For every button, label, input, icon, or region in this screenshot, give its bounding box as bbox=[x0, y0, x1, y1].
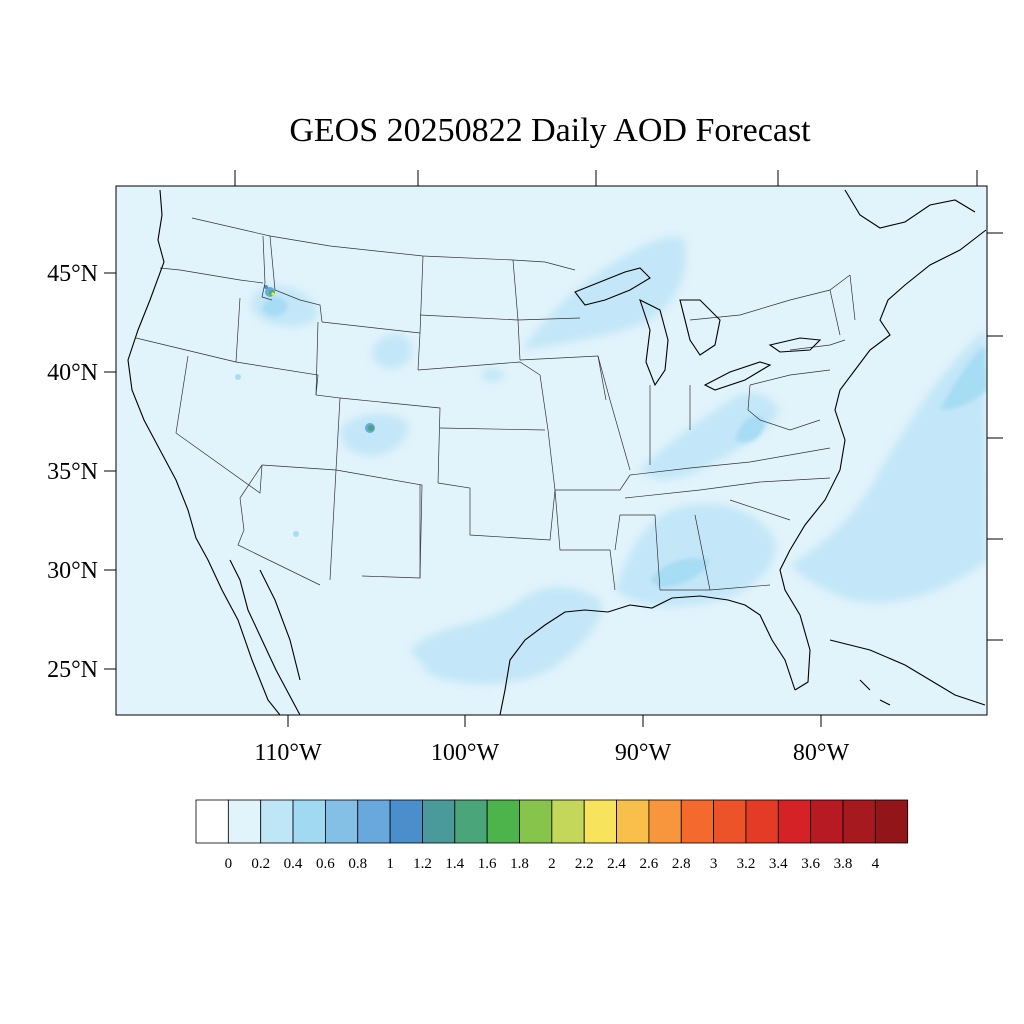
colorbar-label: 0.4 bbox=[284, 856, 303, 872]
colorbar-label: 2.2 bbox=[575, 856, 594, 872]
longitude-labels: 110°W 100°W 90°W 80°W bbox=[254, 740, 849, 766]
map-frame bbox=[115, 185, 988, 716]
colorbar-swatch bbox=[616, 799, 650, 844]
colorbar-label: 0.6 bbox=[316, 856, 335, 872]
plume-southeast-core bbox=[650, 558, 710, 588]
lat-label: 40°N bbox=[47, 360, 98, 386]
colorbar-swatch bbox=[357, 799, 391, 844]
plume-ohio-core bbox=[735, 416, 765, 443]
fire-hotspots bbox=[235, 285, 375, 537]
colorbar-swatch bbox=[551, 799, 585, 844]
plume-ohio-valley bbox=[640, 392, 780, 480]
colorbar-label: 0.8 bbox=[348, 856, 367, 872]
latitude-labels: 45°N 40°N 35°N 30°N 25°N bbox=[47, 261, 98, 683]
colorbar-label: 1.4 bbox=[445, 856, 464, 872]
colorbar-label: 4 bbox=[872, 856, 880, 872]
colorbar-label: 3 bbox=[710, 856, 718, 872]
lat-label: 25°N bbox=[47, 657, 98, 683]
colorbar-swatch bbox=[583, 799, 617, 844]
plume-colorado bbox=[340, 413, 409, 456]
colorbar-swatch bbox=[292, 799, 326, 844]
colorbar-swatch bbox=[745, 799, 779, 844]
cuba bbox=[829, 639, 986, 706]
colorbar-label: 2.8 bbox=[672, 856, 691, 872]
colorbar-label: 1.6 bbox=[478, 856, 497, 872]
colorbar-swatch bbox=[486, 799, 520, 844]
great-lakes-superior bbox=[574, 267, 651, 306]
plume-wyoming bbox=[372, 333, 413, 369]
great-lakes-erie bbox=[703, 361, 772, 391]
colorbar-swatch bbox=[874, 799, 909, 844]
aod-plumes-dense bbox=[262, 296, 987, 588]
lat-label: 35°N bbox=[47, 459, 98, 485]
mexico-west-coast bbox=[259, 569, 301, 681]
colorbar-swatch bbox=[680, 799, 714, 844]
colorbar-label: 2.6 bbox=[640, 856, 659, 872]
plume-atlantic-core bbox=[940, 345, 987, 410]
plume-idaho-core bbox=[262, 296, 288, 317]
hotspot-utah bbox=[235, 374, 241, 380]
colorbar-label: 1.8 bbox=[510, 856, 529, 872]
colorbar-label: 3.8 bbox=[834, 856, 853, 872]
state-boundaries bbox=[135, 217, 856, 591]
colorbar-label: 2 bbox=[548, 856, 556, 872]
tick-marks bbox=[104, 170, 1003, 727]
colorbar-label: 3.4 bbox=[769, 856, 788, 872]
lon-label: 100°W bbox=[431, 740, 500, 766]
colorbar-label: 2.4 bbox=[607, 856, 626, 872]
plume-nebraska bbox=[482, 368, 505, 382]
plume-great-lakes bbox=[525, 236, 687, 350]
colorbar-swatch bbox=[227, 799, 262, 844]
colorbar-label: 0.2 bbox=[251, 856, 270, 872]
lat-label: 45°N bbox=[47, 261, 98, 287]
colorbar-swatch bbox=[842, 799, 876, 844]
baja-coast bbox=[229, 559, 301, 715]
map-title: GEOS 20250822 Daily AOD Forecast bbox=[289, 112, 811, 149]
pacific-coast bbox=[127, 189, 281, 715]
great-lakes-huron bbox=[679, 299, 721, 356]
lon-label: 110°W bbox=[254, 740, 322, 766]
colorbar-swatch bbox=[422, 799, 456, 844]
colorbar-swatch bbox=[195, 799, 229, 844]
map-panel bbox=[116, 186, 987, 715]
colorbar-label: 0 bbox=[225, 856, 233, 872]
colorbar-swatch bbox=[713, 799, 747, 844]
colorbar-label: 1 bbox=[386, 856, 394, 872]
colorbar-swatch bbox=[389, 799, 423, 844]
hotspot-idaho-extra bbox=[264, 285, 268, 289]
colorbar-label: 3.2 bbox=[737, 856, 756, 872]
plume-gulf-texas bbox=[410, 586, 602, 685]
colorbar-swatch bbox=[519, 799, 553, 844]
colorbar-label: 3.6 bbox=[801, 856, 820, 872]
hotspot-colorado-core bbox=[368, 425, 374, 431]
lon-label: 80°W bbox=[793, 740, 850, 766]
colorbar-swatch bbox=[777, 799, 812, 844]
colorbar-swatch bbox=[454, 799, 488, 844]
colorbar: 0 0.2 0.4 0.6 0.8 1 1.2 1.4 1.6 1.8 2 2.2 2.4 2.6 2.8 3… bbox=[195, 799, 909, 872]
colorbar-swatch bbox=[648, 799, 682, 844]
gulf-coast bbox=[499, 595, 796, 715]
colorbar-swatch bbox=[260, 799, 294, 844]
colorbar-swatch bbox=[810, 799, 844, 844]
hotspot-arizona bbox=[293, 531, 299, 537]
great-lakes-ontario bbox=[768, 337, 822, 353]
coastlines bbox=[127, 189, 987, 715]
colorbar-swatch bbox=[324, 799, 359, 844]
lon-label: 90°W bbox=[615, 740, 672, 766]
hudson-coast bbox=[844, 189, 976, 229]
bahamas bbox=[859, 679, 891, 706]
colorbar-label: 1.2 bbox=[413, 856, 432, 872]
florida-coast bbox=[779, 549, 811, 691]
plume-atlantic bbox=[790, 330, 987, 603]
great-lakes-michigan bbox=[639, 298, 669, 387]
lat-label: 30°N bbox=[47, 558, 98, 584]
hotspot-idaho-core bbox=[271, 292, 275, 296]
atlantic-coast bbox=[789, 229, 987, 551]
